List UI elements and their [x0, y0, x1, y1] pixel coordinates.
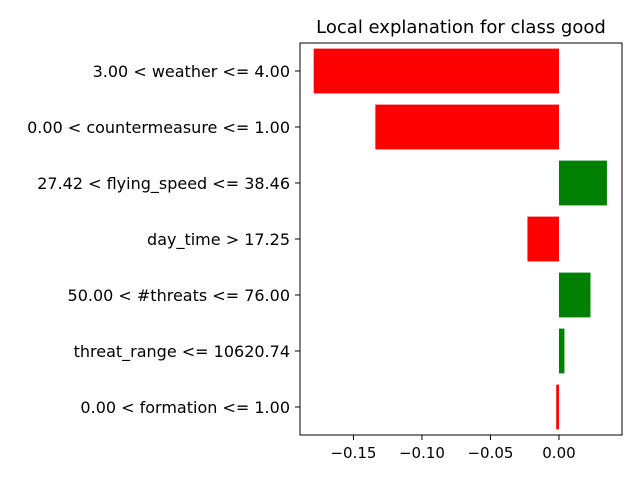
- y-tick-label-0: 3.00 < weather <= 4.00: [93, 62, 290, 81]
- bar-1: [375, 104, 559, 150]
- y-tick-label-3: day_time > 17.25: [147, 230, 290, 250]
- x-ticks: −0.15 −0.10 −0.05 0.00: [330, 435, 576, 462]
- y-tick-label-1: 0.00 < countermeasure <= 1.00: [27, 118, 290, 137]
- chart-title: Local explanation for class good: [316, 17, 606, 38]
- plot-frame: [299, 42, 623, 436]
- bar-5: [558, 328, 565, 374]
- bar-4: [558, 272, 591, 318]
- x-tick-label-3: 0.00: [542, 444, 575, 462]
- bar-3: [527, 216, 559, 262]
- bar-0: [313, 48, 559, 94]
- y-tick-labels: 3.00 < weather <= 4.00 0.00 < countermeas…: [27, 62, 300, 417]
- bar-6: [556, 384, 559, 430]
- y-tick-label-4: 50.00 < #threats <= 76.00: [68, 286, 290, 305]
- y-tick-label-6: 0.00 < formation <= 1.00: [80, 398, 290, 417]
- x-tick-label-2: −0.05: [467, 444, 513, 462]
- bars-group: [313, 48, 607, 430]
- y-tick-label-5: threat_range <= 10620.74: [74, 342, 290, 362]
- bar-2: [558, 160, 607, 206]
- y-tick-label-2: 27.42 < flying_speed <= 38.46: [37, 174, 290, 194]
- x-tick-label-1: −0.10: [399, 444, 445, 462]
- x-tick-label-0: −0.15: [330, 444, 376, 462]
